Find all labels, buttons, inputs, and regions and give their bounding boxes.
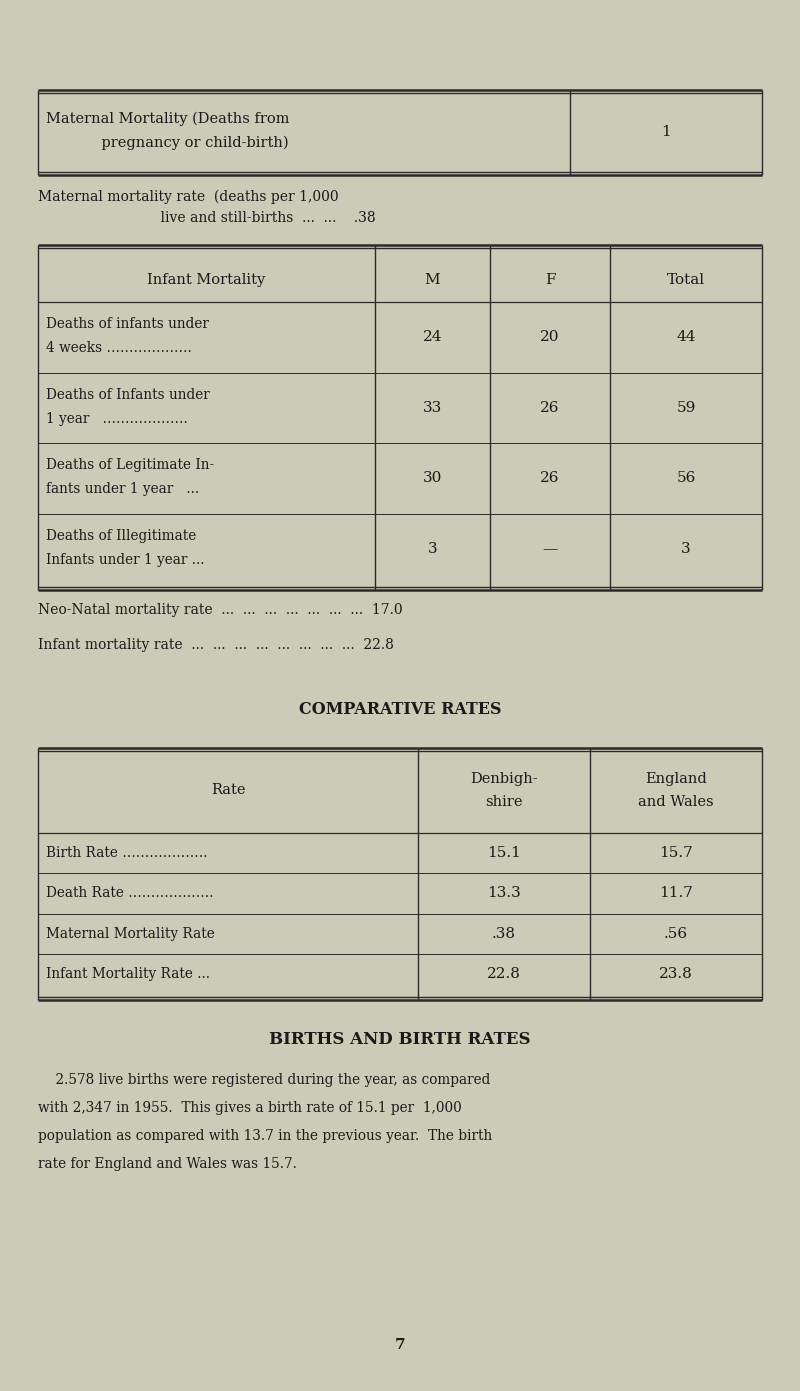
Text: Birth Rate ……………….: Birth Rate ………………. [46, 846, 207, 860]
Text: 15.1: 15.1 [487, 846, 521, 860]
Text: Maternal mortality rate  (deaths per 1,000: Maternal mortality rate (deaths per 1,00… [38, 189, 338, 204]
Text: —: — [542, 541, 558, 556]
Text: and Wales: and Wales [638, 796, 714, 810]
Text: 15.7: 15.7 [659, 846, 693, 860]
Text: pregnancy or child-birth): pregnancy or child-birth) [46, 135, 289, 150]
Text: .38: .38 [492, 926, 516, 940]
Text: 26: 26 [540, 401, 560, 415]
Text: 1 year   ……………….: 1 year ………………. [46, 412, 188, 426]
Text: live and still-births  ...  ...    .38: live and still-births ... ... .38 [38, 211, 376, 225]
Text: Infant Mortality: Infant Mortality [147, 273, 266, 287]
Text: Deaths of infants under: Deaths of infants under [46, 317, 209, 331]
Text: Deaths of Illegitimate: Deaths of Illegitimate [46, 529, 196, 542]
Text: 23.8: 23.8 [659, 967, 693, 981]
Text: England: England [645, 772, 707, 786]
Text: 13.3: 13.3 [487, 886, 521, 900]
Text: Rate: Rate [210, 783, 246, 797]
Text: BIRTHS AND BIRTH RATES: BIRTHS AND BIRTH RATES [270, 1032, 530, 1049]
Text: F: F [545, 273, 555, 287]
Text: Neo-Natal mortality rate  ...  ...  ...  ...  ...  ...  ...  17.0: Neo-Natal mortality rate ... ... ... ...… [38, 604, 402, 618]
Text: population as compared with 13.7 in the previous year.  The birth: population as compared with 13.7 in the … [38, 1129, 492, 1143]
Text: 26: 26 [540, 472, 560, 485]
Text: Maternal Mortality Rate: Maternal Mortality Rate [46, 926, 214, 940]
Text: Deaths of Legitimate In-: Deaths of Legitimate In- [46, 458, 214, 473]
Text: 3: 3 [681, 541, 691, 556]
Text: 2.578 live births were registered during the year, as compared: 2.578 live births were registered during… [38, 1072, 490, 1086]
Text: 7: 7 [394, 1338, 406, 1352]
Text: 11.7: 11.7 [659, 886, 693, 900]
Text: shire: shire [486, 796, 522, 810]
Text: fants under 1 year   ...: fants under 1 year ... [46, 483, 199, 497]
Text: 59: 59 [676, 401, 696, 415]
Text: .56: .56 [664, 926, 688, 940]
Text: Deaths of Infants under: Deaths of Infants under [46, 388, 210, 402]
Text: 33: 33 [423, 401, 442, 415]
Text: 3: 3 [428, 541, 438, 556]
Text: Infant mortality rate  ...  ...  ...  ...  ...  ...  ...  ...  22.8: Infant mortality rate ... ... ... ... ..… [38, 638, 394, 652]
Text: with 2,347 in 1955.  This gives a birth rate of 15.1 per  1,000: with 2,347 in 1955. This gives a birth r… [38, 1102, 462, 1116]
Text: rate for England and Wales was 15.7.: rate for England and Wales was 15.7. [38, 1157, 297, 1171]
Text: Infants under 1 year ...: Infants under 1 year ... [46, 552, 205, 566]
Text: Infant Mortality Rate ...: Infant Mortality Rate ... [46, 967, 210, 981]
Text: 20: 20 [540, 330, 560, 344]
Text: 30: 30 [423, 472, 442, 485]
Text: Maternal Mortality (Deaths from: Maternal Mortality (Deaths from [46, 111, 290, 125]
Text: Total: Total [667, 273, 705, 287]
Text: Denbigh-: Denbigh- [470, 772, 538, 786]
Text: 22.8: 22.8 [487, 967, 521, 981]
Text: 1: 1 [661, 125, 671, 139]
Text: Death Rate ……………….: Death Rate ………………. [46, 886, 214, 900]
Text: 56: 56 [676, 472, 696, 485]
Text: COMPARATIVE RATES: COMPARATIVE RATES [298, 701, 502, 719]
Text: M: M [425, 273, 440, 287]
Text: 44: 44 [676, 330, 696, 344]
Text: 24: 24 [422, 330, 442, 344]
Text: 4 weeks ……………….: 4 weeks ………………. [46, 341, 192, 355]
